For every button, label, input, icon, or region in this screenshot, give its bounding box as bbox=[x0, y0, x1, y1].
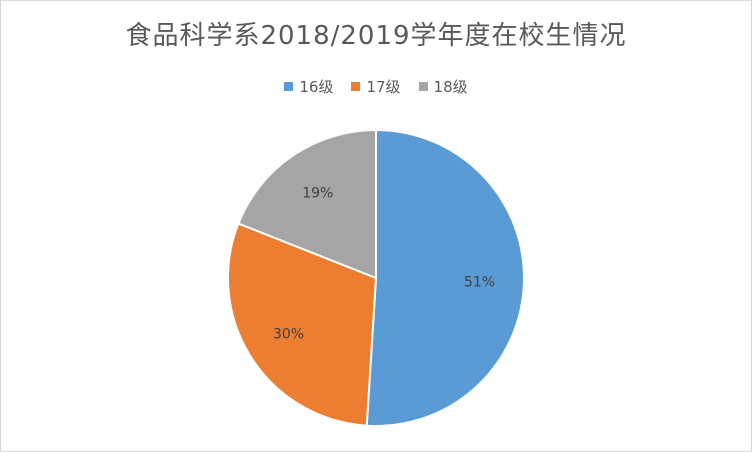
legend-item-17: 17级 bbox=[351, 76, 401, 97]
chart-title: 食品科学系2018/2019学年度在校生情况 bbox=[125, 21, 627, 51]
legend-label-18: 18级 bbox=[433, 78, 468, 96]
legend-swatch-17 bbox=[351, 82, 361, 91]
pie-slice-16 bbox=[365, 128, 525, 427]
legend-swatch-18 bbox=[418, 82, 428, 91]
pie-slice-17 bbox=[227, 222, 378, 427]
pie-label-16: 51% bbox=[464, 274, 495, 290]
pie-label-18: 19% bbox=[302, 185, 333, 201]
legend-label-16: 16级 bbox=[299, 78, 334, 96]
legend: 16级 17级 18级 bbox=[1, 76, 751, 97]
legend-label-17: 17级 bbox=[366, 78, 401, 96]
legend-item-18: 18级 bbox=[418, 76, 468, 97]
legend-item-16: 16级 bbox=[284, 76, 333, 97]
pie-label-17: 30% bbox=[273, 327, 304, 343]
legend-swatch-16 bbox=[284, 82, 294, 91]
pie-slice-18 bbox=[237, 128, 377, 280]
